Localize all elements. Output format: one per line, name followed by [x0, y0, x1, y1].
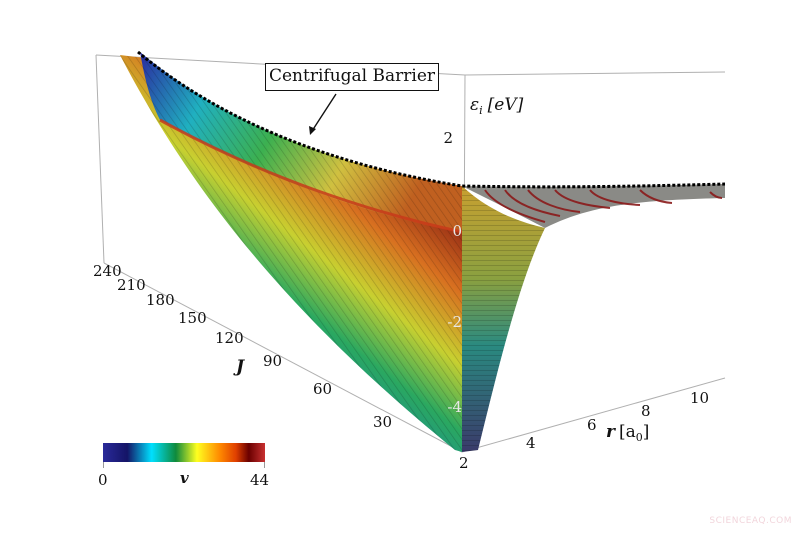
r-tick: 2 [459, 454, 469, 472]
r-tick: 6 [587, 416, 597, 434]
r-tick: 4 [526, 434, 536, 452]
colorbar-title: v [180, 469, 189, 487]
watermark: SCIENCEAQ.COM [709, 516, 792, 526]
r-axis: 2 4 6 8 10 r [a0] [459, 389, 709, 472]
colorbar-gradient [103, 443, 265, 462]
z-tick: 2 [443, 129, 453, 147]
j-tick: 30 [373, 413, 392, 431]
centrifugal-barrier-label: Centrifugal Barrier [265, 63, 439, 91]
z-axis: εi [eV] 2 0 -2 -4 [443, 95, 523, 416]
r-tick: 10 [690, 389, 709, 407]
arrow-head-icon [309, 126, 316, 135]
z-axis-title: εi [eV] [470, 95, 524, 117]
r-tick: 8 [641, 402, 651, 420]
j-tick: 120 [215, 329, 244, 347]
colorbar-tick [264, 462, 265, 468]
j-tick: 90 [263, 352, 282, 370]
z-tick: 0 [452, 222, 462, 240]
colorbar-min: 0 [98, 471, 108, 489]
j-tick: 210 [117, 276, 146, 294]
j-tick: 180 [146, 291, 175, 309]
potential-surface [120, 50, 726, 452]
colorbar-max: 44 [250, 471, 270, 489]
colorbar-tick [103, 462, 104, 468]
z-tick: -2 [447, 313, 462, 331]
j-axis-title: J [233, 357, 245, 377]
j-tick: 60 [313, 380, 332, 398]
annotation-arrow [311, 93, 337, 132]
j-tick: 240 [93, 262, 122, 280]
j-tick: 150 [178, 309, 207, 327]
j-axis: 240 210 180 150 120 90 60 30 J [93, 262, 392, 431]
r-axis-title: r [a0] [606, 422, 649, 444]
z-tick: -4 [447, 398, 462, 416]
